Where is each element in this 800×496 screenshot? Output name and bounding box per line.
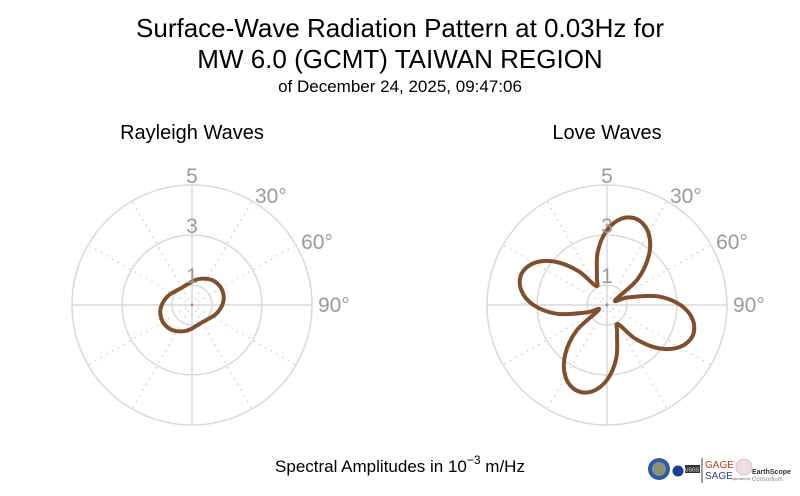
gage-logo: GAGE bbox=[705, 460, 734, 471]
earthscope-logo bbox=[735, 458, 753, 476]
angle-gridline bbox=[87, 244, 193, 306]
rayleigh-polar-plot: 1 3 5 30° 60° 90° bbox=[71, 165, 350, 426]
angle-tick-label: 60° bbox=[301, 231, 333, 254]
angle-gridline bbox=[606, 304, 712, 366]
figure-title-line1: Surface-Wave Radiation Pattern at 0.03Hz… bbox=[136, 13, 664, 43]
svg-text:USGS: USGS bbox=[685, 468, 700, 474]
radius-tick-label: 1 bbox=[186, 265, 198, 288]
usgs-logo bbox=[685, 465, 700, 473]
radius-gridline bbox=[71, 184, 313, 426]
radiation-pattern-line bbox=[158, 276, 226, 334]
angle-tick-label: 30° bbox=[670, 185, 702, 208]
radius-tick-label: 5 bbox=[601, 165, 613, 188]
angle-tick-label: 30° bbox=[255, 185, 287, 208]
nasa-logo bbox=[672, 465, 684, 477]
angle-gridline bbox=[87, 304, 193, 366]
figure-title-line2: MW 6.0 (GCMT) TAIWAN REGION bbox=[197, 44, 602, 74]
svg-text:Consortium: Consortium bbox=[752, 477, 783, 483]
radiation-pattern-line bbox=[517, 215, 697, 395]
angle-gridline bbox=[191, 304, 297, 366]
angle-gridline bbox=[606, 200, 668, 306]
angle-tick-label: 60° bbox=[716, 231, 748, 254]
svg-text:EarthScope: EarthScope bbox=[752, 469, 791, 476]
angle-gridline bbox=[502, 244, 608, 306]
love-title: Love Waves bbox=[552, 122, 661, 144]
radius-gridline bbox=[586, 284, 628, 326]
angle-tick-label: 90° bbox=[733, 294, 765, 317]
x-axis-label: Spectral Amplitudes in 10−3 m/Hz bbox=[275, 453, 525, 476]
radius-tick-label: 5 bbox=[186, 165, 198, 188]
radius-gridline bbox=[486, 184, 728, 426]
figure-subtitle: of December 24, 2025, 09:47:06 bbox=[278, 77, 522, 96]
radius-gridline bbox=[171, 284, 213, 326]
radius-tick-label: 1 bbox=[601, 265, 613, 288]
angle-tick-label: 90° bbox=[318, 294, 350, 317]
radius-gridline bbox=[121, 234, 263, 376]
logos: USGS GAGE SAGE Operated by EarthScope Co… bbox=[648, 458, 791, 483]
svg-text:Operated by: Operated by bbox=[731, 477, 751, 481]
angle-gridline bbox=[191, 244, 297, 306]
radius-tick-label: 3 bbox=[601, 215, 613, 238]
rayleigh-title: Rayleigh Waves bbox=[120, 122, 264, 144]
love-polar-plot: 1 3 5 30° 60° 90° bbox=[486, 165, 765, 426]
sage-logo: SAGE bbox=[705, 471, 733, 482]
angle-gridline bbox=[546, 304, 608, 410]
radius-tick-label: 3 bbox=[186, 215, 198, 238]
